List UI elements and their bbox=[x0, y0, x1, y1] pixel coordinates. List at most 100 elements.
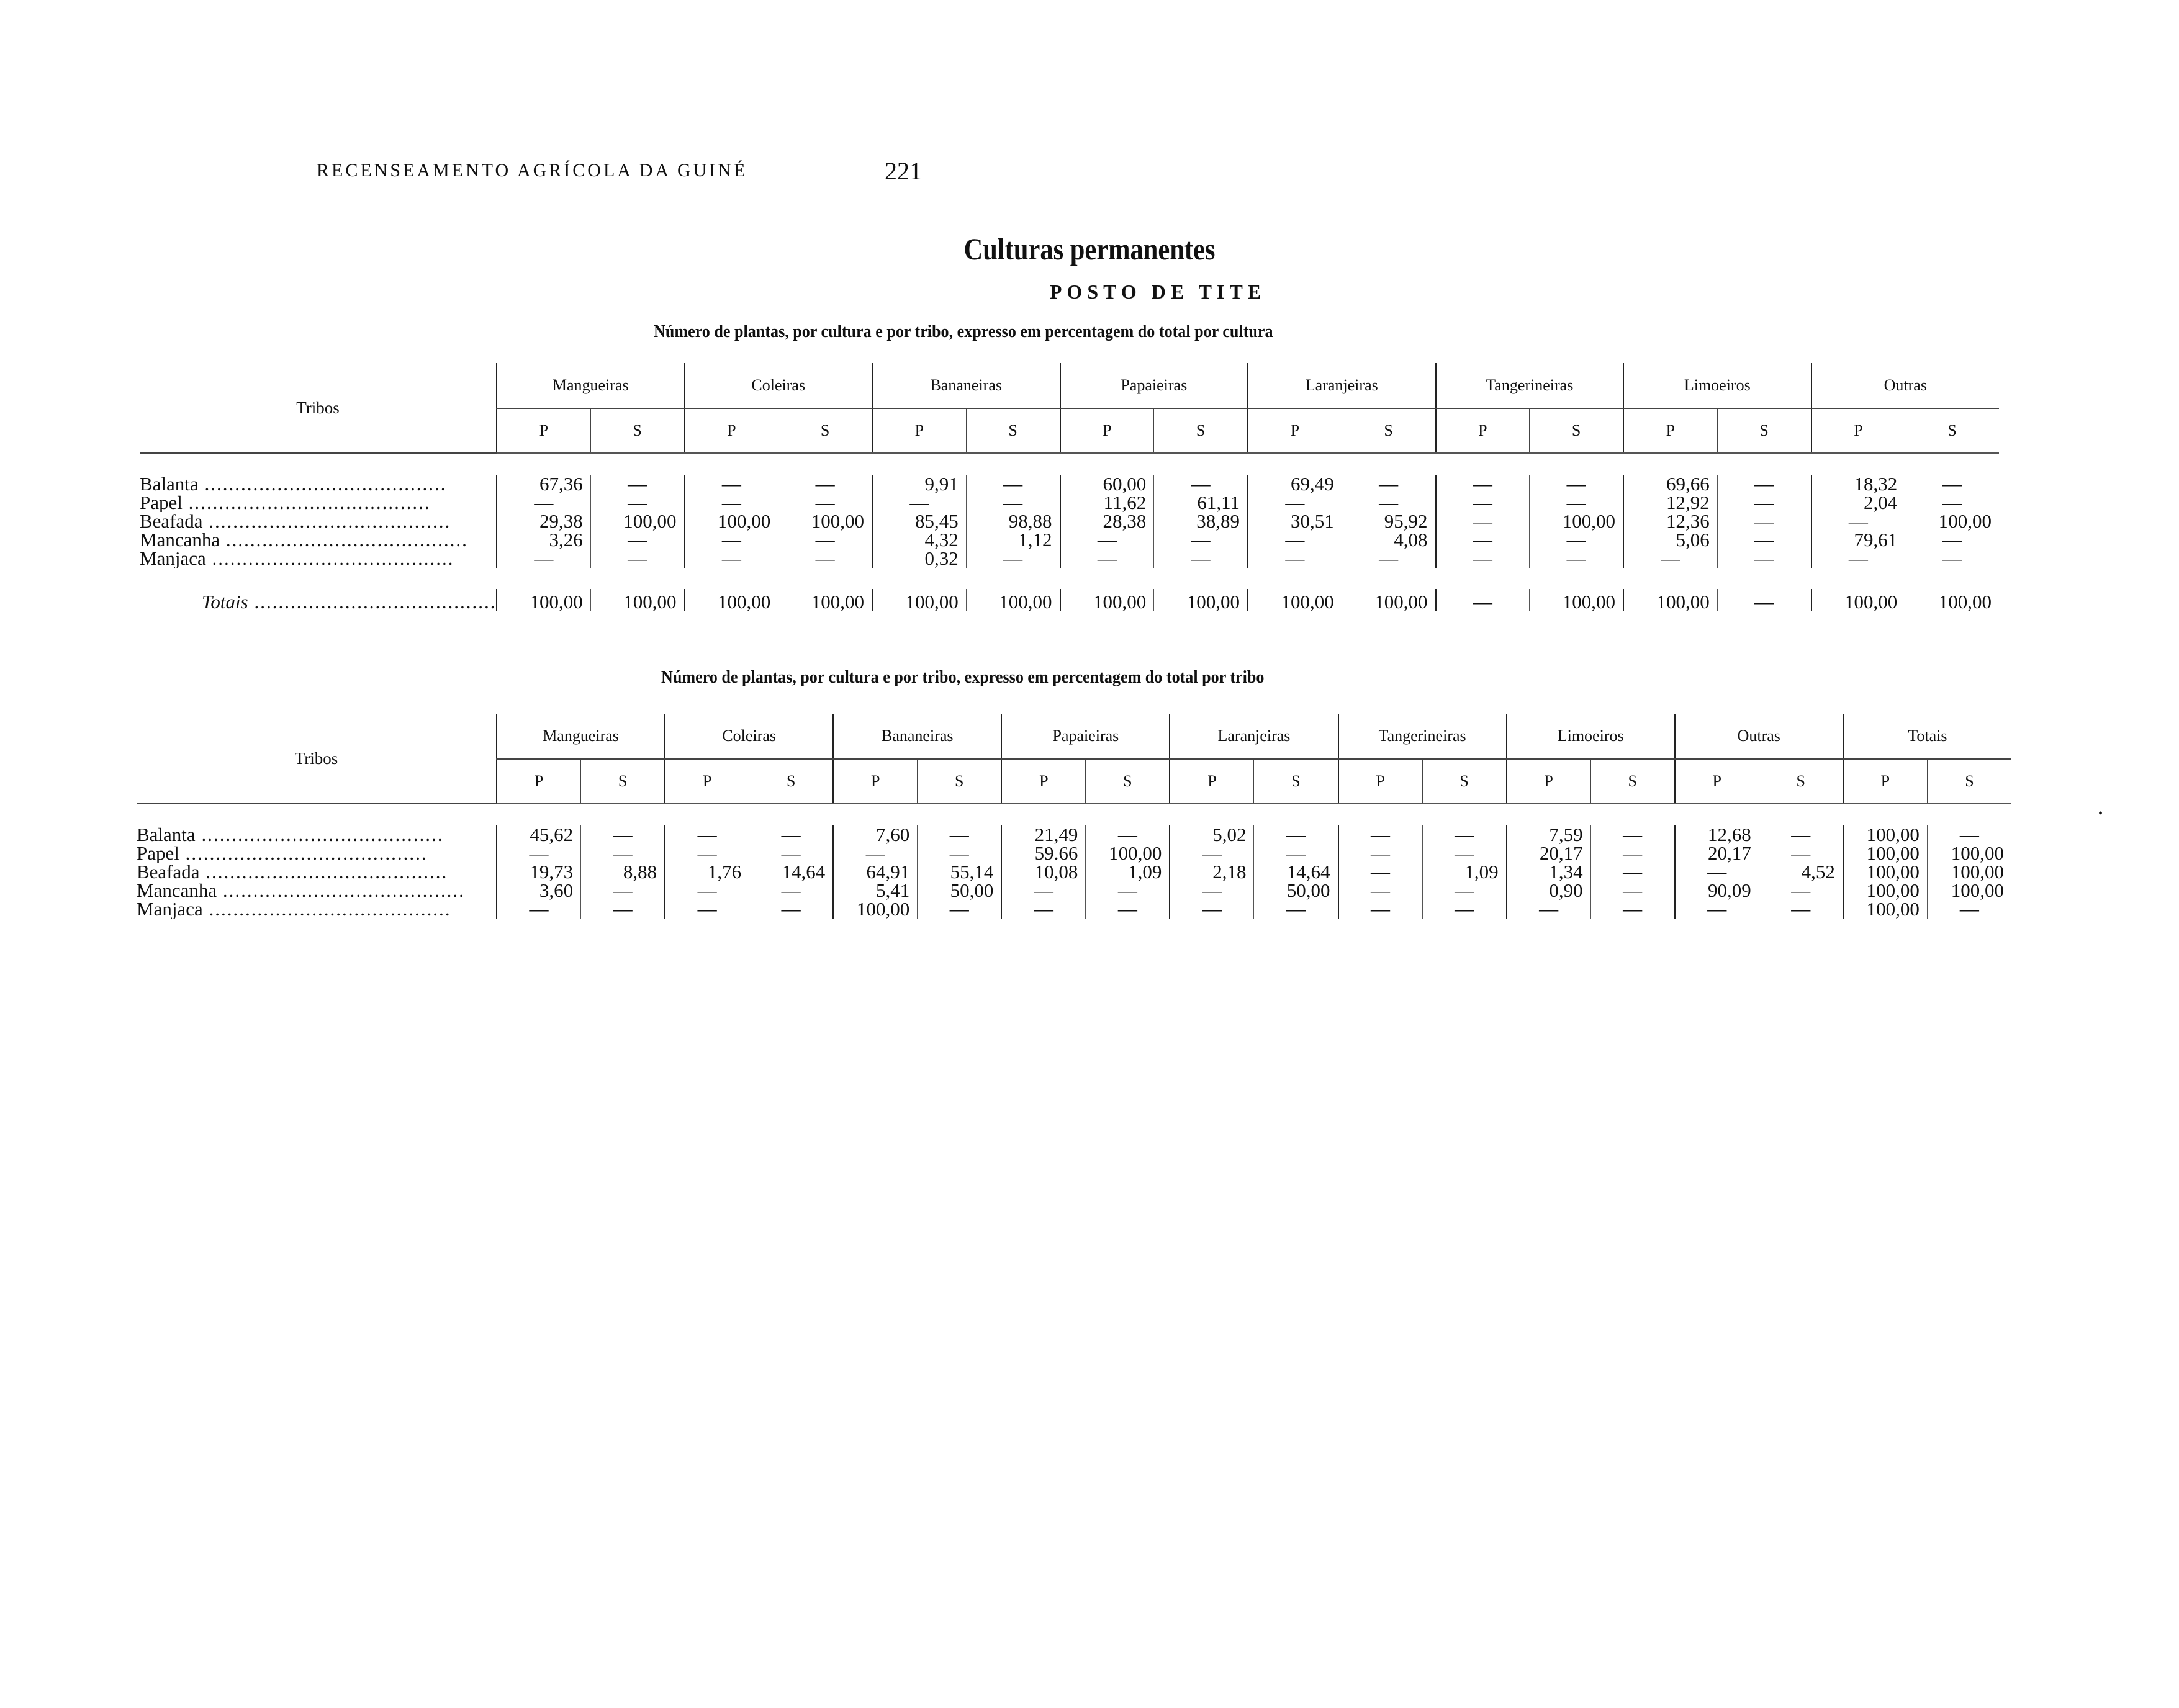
row-label: Balanta ................................… bbox=[140, 475, 497, 493]
value-cell: — bbox=[683, 549, 778, 568]
value-cell: 85,45 bbox=[871, 511, 967, 531]
value-cell: 12,68 bbox=[1674, 825, 1759, 844]
value-cell: 3,26 bbox=[495, 530, 591, 549]
value-cell: 2,04 bbox=[1810, 493, 1905, 512]
value-cell: — bbox=[1169, 843, 1254, 863]
value-cell: — bbox=[1717, 474, 1811, 493]
leader-dots: ........................................ bbox=[199, 863, 448, 881]
value-cell: 30,51 bbox=[1247, 511, 1342, 531]
value-cell: — bbox=[749, 881, 834, 900]
subcolumn-header: S bbox=[749, 759, 834, 804]
value-cell: — bbox=[1337, 899, 1423, 919]
spacer-cell bbox=[140, 568, 1999, 589]
value-cell: — bbox=[1717, 549, 1811, 568]
header-row-groups: Tribos Mangueiras Coleiras Bananeiras Papaie… bbox=[137, 714, 2011, 804]
value-cell: 59.66 bbox=[1001, 843, 1086, 863]
table-row: Beafada ................................… bbox=[137, 862, 2011, 881]
value-cell: 60,00 bbox=[1059, 474, 1154, 493]
value-cell: — bbox=[683, 530, 778, 549]
subcolumn-header: S bbox=[778, 408, 872, 454]
column-group-header: Papaieiras bbox=[1059, 363, 1248, 409]
column-group-header: Mangueiras bbox=[496, 363, 685, 409]
column-group-header: Laranjeiras bbox=[1247, 363, 1436, 409]
spacer-row bbox=[137, 804, 2011, 825]
subcolumn-header: P bbox=[664, 759, 749, 804]
value-cell: 29,38 bbox=[495, 511, 591, 531]
column-group-header: Papaieiras bbox=[1001, 714, 1170, 760]
table-row: Beafada ................................… bbox=[140, 511, 2000, 531]
subcolumn-header: P bbox=[1674, 759, 1759, 804]
subcolumn-header: P bbox=[1001, 759, 1086, 804]
value-cell: 3,60 bbox=[496, 881, 581, 900]
row-label: Manjaca ................................… bbox=[137, 900, 497, 919]
subcolumn-header: P bbox=[1059, 408, 1154, 454]
value-cell: — bbox=[965, 474, 1060, 493]
column-group-header: Bananeiras bbox=[872, 363, 1060, 409]
value-cell: 100,00 bbox=[590, 511, 685, 531]
subcolumn-header: P bbox=[495, 408, 591, 454]
table-row: Papel ..................................… bbox=[140, 493, 2000, 512]
value-cell: 69,66 bbox=[1623, 474, 1718, 493]
value-cell: — bbox=[1717, 493, 1811, 512]
value-cell: 50,00 bbox=[917, 881, 1002, 900]
value-cell: 12,92 bbox=[1623, 493, 1718, 512]
subcolumn-header: S bbox=[1758, 759, 1843, 804]
column-group-header: Tangerineiras bbox=[1337, 714, 1507, 760]
value-cell: 100,00 bbox=[1153, 589, 1248, 611]
value-cell: 100,00 bbox=[1842, 899, 1928, 919]
leader-dots: ........................................ bbox=[248, 591, 497, 611]
value-cell: — bbox=[1623, 549, 1718, 568]
value-cell: 21,49 bbox=[1001, 825, 1086, 844]
value-cell: 12,36 bbox=[1623, 511, 1718, 531]
value-cell: — bbox=[1758, 899, 1843, 919]
value-cell: — bbox=[1905, 549, 2000, 568]
leader-dots: ........................................ bbox=[202, 900, 451, 919]
subcolumn-header: P bbox=[1247, 408, 1342, 454]
value-cell: — bbox=[1905, 474, 2000, 493]
value-cell: 1,12 bbox=[965, 530, 1060, 549]
value-cell: 5,41 bbox=[832, 881, 918, 900]
value-cell: — bbox=[1422, 843, 1507, 863]
value-cell: 14,64 bbox=[1253, 862, 1338, 881]
value-cell: 18,32 bbox=[1810, 474, 1905, 493]
subcolumn-header: S bbox=[1422, 759, 1507, 804]
value-cell: — bbox=[749, 825, 834, 844]
value-cell: — bbox=[1059, 530, 1154, 549]
value-cell: — bbox=[1169, 881, 1254, 900]
value-cell: 100,00 bbox=[1905, 511, 2000, 531]
value-cell: 45,62 bbox=[496, 825, 581, 844]
value-cell: — bbox=[683, 493, 778, 512]
value-cell: — bbox=[1590, 843, 1675, 863]
value-cell: — bbox=[1926, 825, 2011, 844]
value-cell: — bbox=[1435, 474, 1530, 493]
value-cell: — bbox=[1590, 825, 1675, 844]
column-group-header: Tangerineiras bbox=[1435, 363, 1624, 409]
table-row: Manjaca ................................… bbox=[140, 549, 2000, 568]
row-header-tribos: Tribos bbox=[137, 714, 497, 804]
value-cell: — bbox=[832, 843, 918, 863]
value-cell: 64,91 bbox=[832, 862, 918, 881]
value-cell: — bbox=[1253, 825, 1338, 844]
value-cell: — bbox=[917, 899, 1002, 919]
value-cell: — bbox=[664, 843, 749, 863]
subcolumn-header: P bbox=[496, 759, 581, 804]
value-cell: — bbox=[496, 843, 581, 863]
tribe-name: Beafada bbox=[140, 512, 203, 531]
value-cell: — bbox=[1529, 493, 1624, 512]
column-group-header: Coleiras bbox=[664, 714, 834, 760]
column-group-header: Laranjeiras bbox=[1169, 714, 1338, 760]
value-cell: — bbox=[1505, 899, 1591, 919]
subcolumn-header: P bbox=[1810, 408, 1905, 454]
spacer-row bbox=[140, 453, 1999, 475]
value-cell: — bbox=[590, 549, 685, 568]
value-cell: 100,00 bbox=[1842, 881, 1928, 900]
value-cell: — bbox=[1529, 530, 1624, 549]
value-cell: 100,00 bbox=[1842, 862, 1928, 881]
value-cell: 100,00 bbox=[1842, 825, 1928, 844]
value-cell: — bbox=[1247, 549, 1342, 568]
tribe-name: Beafada bbox=[137, 863, 200, 881]
value-cell: — bbox=[1590, 899, 1675, 919]
value-cell: 1,34 bbox=[1505, 862, 1591, 881]
subcolumn-header: S bbox=[1085, 759, 1170, 804]
value-cell: — bbox=[580, 843, 665, 863]
